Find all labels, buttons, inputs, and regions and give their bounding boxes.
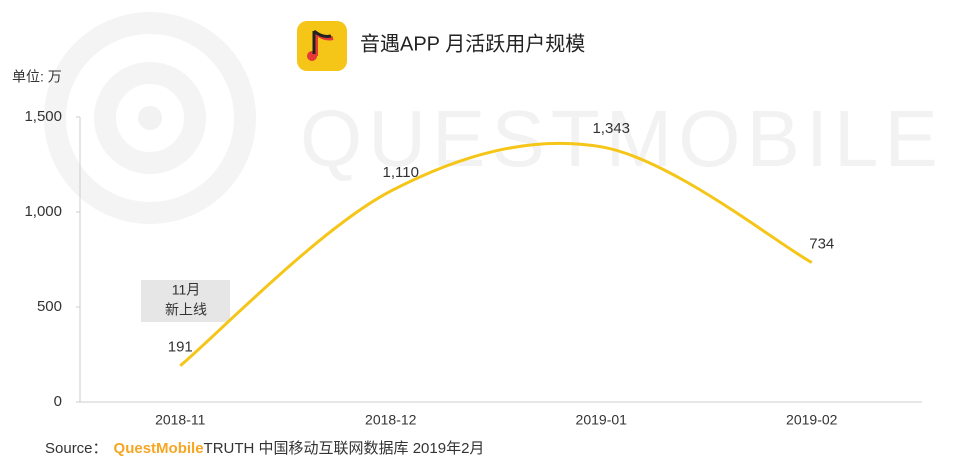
line xyxy=(179,141,813,367)
annotation-box xyxy=(141,280,230,322)
chart-title: 音遇APP 月活跃用户规模 xyxy=(360,32,585,55)
source-brand: QuestMobile xyxy=(114,440,204,457)
x-tick-label: 2018-12 xyxy=(365,412,417,428)
value-label: 1,343 xyxy=(592,120,630,137)
source-text: TRUTH 中国移动互联网数据库 2019年2月 xyxy=(204,440,485,457)
annotation: 11月 xyxy=(172,282,201,298)
annotation: 新上线 xyxy=(165,302,207,318)
y-tick-label: 0 xyxy=(54,393,62,410)
x-tick-label: 2019-02 xyxy=(786,412,838,428)
y-tick-label: 1,000 xyxy=(24,203,62,220)
value-label: 191 xyxy=(168,339,193,356)
value-label: 734 xyxy=(809,236,834,253)
x-tick-label: 2019-01 xyxy=(576,412,628,428)
watermark: QUESTMOBILE xyxy=(300,94,944,183)
x-tick-label: 2018-11 xyxy=(155,412,206,428)
unit-label: 单位: 万 xyxy=(12,69,62,85)
watermark-dot xyxy=(138,106,162,130)
source-prefix: Source： xyxy=(45,440,108,457)
value-label: 1,110 xyxy=(383,164,419,181)
source: Source： QuestMobileTRUTH 中国移动互联网数据库 2019年… xyxy=(45,440,484,457)
y-tick-label: 1,500 xyxy=(24,108,62,125)
watermark-logo xyxy=(44,12,256,224)
app-icon xyxy=(297,21,347,71)
y-tick-label: 500 xyxy=(37,298,62,315)
